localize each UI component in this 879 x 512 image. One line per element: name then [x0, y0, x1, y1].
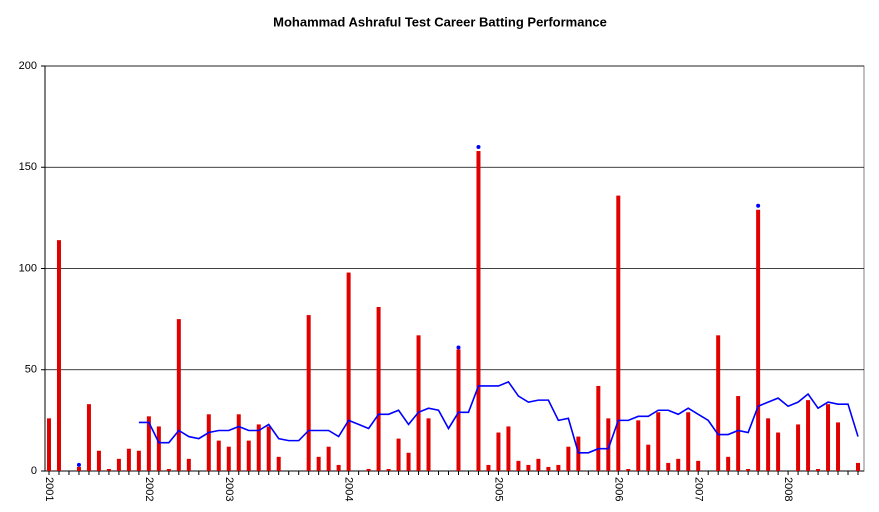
average-line — [138, 380, 859, 454]
not-out-marker — [456, 345, 461, 350]
bar — [86, 404, 91, 471]
bar — [546, 466, 551, 471]
not-out-marker — [756, 203, 761, 208]
bar — [246, 440, 251, 471]
x-tick-label: 2006 — [612, 477, 624, 501]
bar — [456, 349, 461, 471]
bar — [226, 446, 231, 471]
bar — [686, 412, 691, 471]
bar — [856, 462, 861, 471]
bar — [166, 468, 171, 471]
y-tick-label: 50 — [25, 364, 37, 376]
bar — [656, 412, 661, 471]
bar — [146, 416, 151, 471]
bar — [366, 468, 371, 471]
bar — [736, 396, 741, 471]
bar — [106, 468, 111, 471]
bar — [236, 414, 241, 471]
bar — [556, 464, 561, 471]
bar — [646, 444, 651, 471]
x-tick-label: 2005 — [493, 477, 505, 501]
bar — [406, 452, 411, 471]
bar — [136, 450, 141, 471]
bar — [526, 464, 531, 471]
bar — [156, 426, 161, 471]
bar — [96, 450, 101, 471]
bar — [116, 458, 121, 471]
bar — [326, 446, 331, 471]
x-tick-label: 2008 — [782, 477, 794, 501]
bar — [516, 460, 521, 471]
y-tick-label: 200 — [19, 60, 37, 72]
bar — [666, 462, 671, 471]
bar — [746, 468, 751, 471]
x-tick-label: 2001 — [43, 477, 55, 501]
bar — [756, 209, 761, 471]
bar — [306, 315, 311, 471]
bar — [576, 436, 581, 471]
bar — [276, 456, 281, 471]
bar — [836, 422, 841, 471]
bar — [346, 272, 351, 471]
not-out-marker — [76, 462, 81, 467]
bar — [566, 446, 571, 471]
bar — [606, 418, 611, 471]
bar — [206, 414, 211, 471]
not-out-marker — [476, 145, 481, 149]
bar — [596, 385, 601, 471]
y-tick-label: 150 — [19, 161, 37, 173]
bar — [716, 335, 721, 471]
bar — [376, 306, 381, 471]
bar — [626, 468, 631, 471]
bar — [316, 456, 321, 471]
bar — [726, 456, 731, 471]
bar — [46, 418, 51, 471]
bar — [676, 458, 681, 471]
bar — [496, 432, 501, 471]
bar — [816, 468, 821, 471]
chart-title: Mohammad Ashraful Test Career Batting Pe… — [273, 14, 607, 29]
bar — [796, 424, 801, 471]
bar — [256, 424, 261, 471]
bar — [486, 464, 491, 471]
bar — [636, 420, 641, 471]
bar — [176, 319, 181, 471]
bar — [506, 426, 511, 471]
bar — [426, 418, 431, 471]
bar — [396, 438, 401, 471]
y-tick-label: 0 — [31, 465, 37, 477]
bar — [826, 404, 831, 471]
bar — [186, 458, 191, 471]
y-tick-label: 100 — [19, 262, 37, 274]
x-tick-label: 2003 — [223, 477, 235, 501]
bar — [806, 400, 811, 471]
bar — [696, 460, 701, 471]
x-tick-label: 2002 — [143, 477, 155, 501]
bar — [416, 335, 421, 471]
x-tick-label: 2004 — [343, 477, 355, 501]
x-tick-label: 2007 — [692, 477, 704, 501]
bar — [56, 240, 61, 471]
bar — [76, 466, 81, 471]
bar — [126, 448, 131, 471]
bar — [476, 151, 481, 472]
bar — [776, 432, 781, 471]
bar — [616, 195, 621, 471]
bar — [336, 464, 341, 471]
bar — [766, 418, 771, 471]
bar — [386, 468, 391, 471]
bar — [266, 426, 271, 471]
bar — [216, 440, 221, 471]
bar — [536, 458, 541, 471]
